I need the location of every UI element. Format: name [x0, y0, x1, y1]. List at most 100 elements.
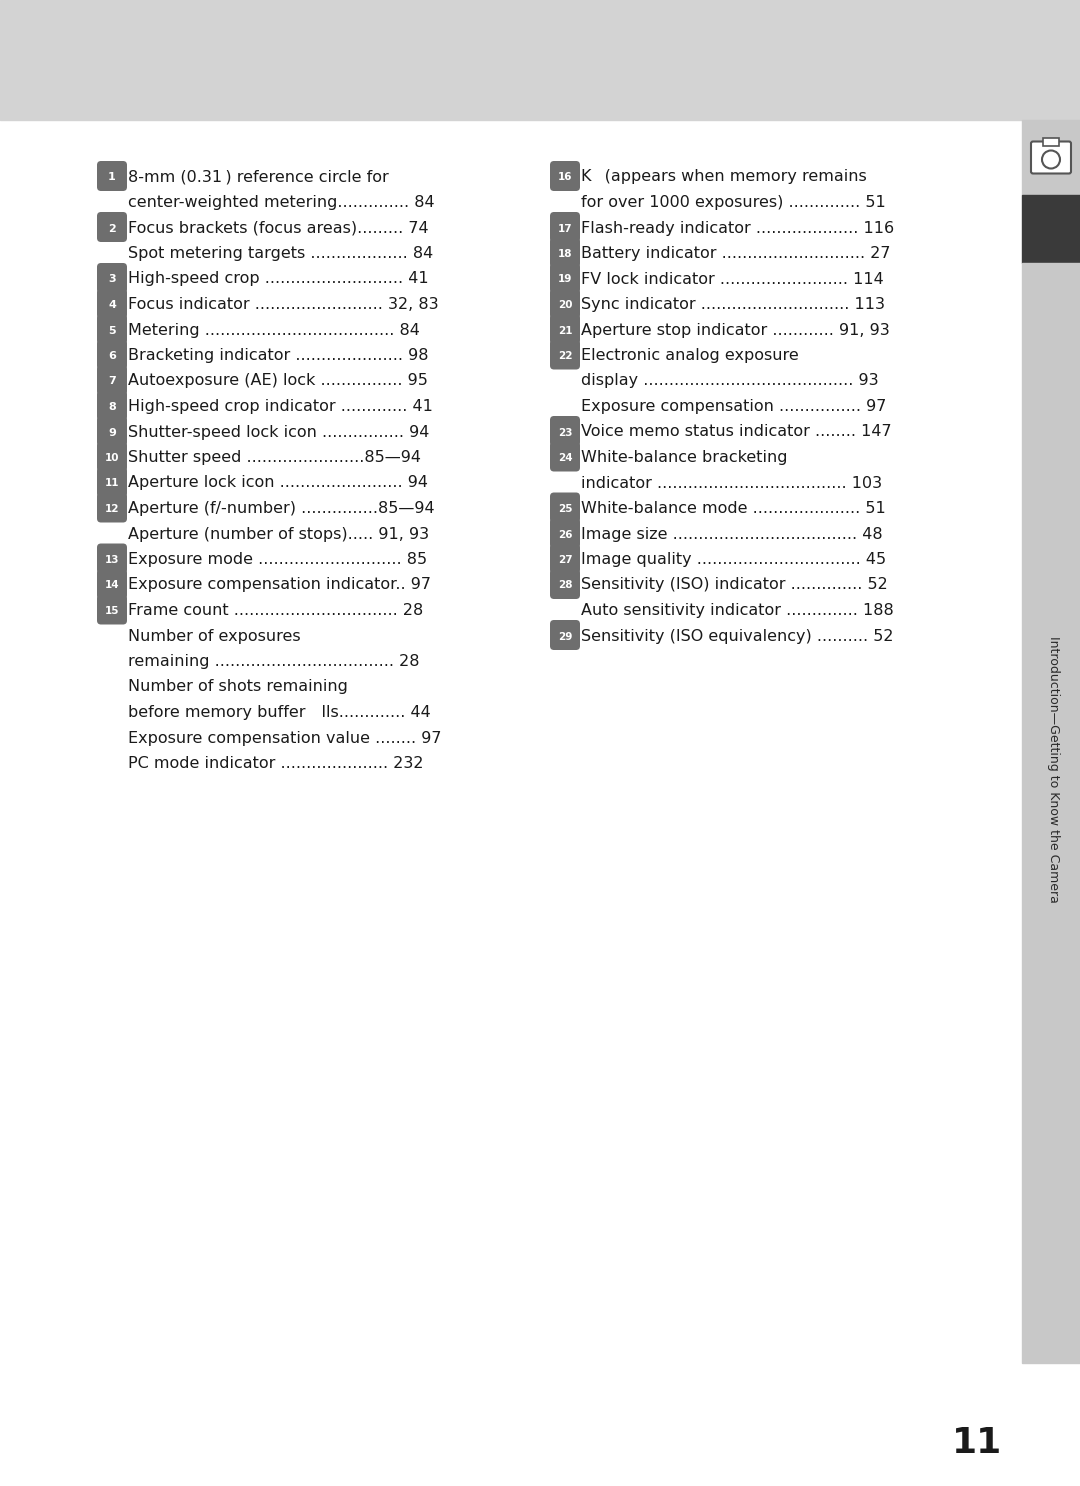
FancyBboxPatch shape — [97, 288, 127, 318]
Text: 2: 2 — [108, 223, 116, 233]
Text: FV lock indicator ......................... 114: FV lock indicator ......................… — [581, 272, 883, 287]
Text: 26: 26 — [557, 529, 572, 539]
Bar — [1043, 138, 1059, 146]
Text: Aperture stop indicator ............ 91, 93: Aperture stop indicator ............ 91,… — [581, 322, 890, 337]
Text: 3: 3 — [108, 275, 116, 284]
Text: Metering ..................................... 84: Metering ...............................… — [129, 322, 420, 337]
Text: Image size .................................... 48: Image size .............................… — [581, 526, 882, 541]
Text: Aperture lock icon ........................ 94: Aperture lock icon .....................… — [129, 476, 428, 490]
Text: Autoexposure (AE) lock ................ 95: Autoexposure (AE) lock ................ … — [129, 373, 428, 388]
FancyBboxPatch shape — [97, 391, 127, 421]
FancyBboxPatch shape — [550, 416, 580, 446]
Text: 22: 22 — [557, 351, 572, 361]
Text: 4: 4 — [108, 300, 116, 311]
Text: Sync indicator ............................. 113: Sync indicator .........................… — [581, 297, 885, 312]
Text: 1: 1 — [108, 172, 116, 183]
Text: Exposure compensation value ........ 97: Exposure compensation value ........ 97 — [129, 731, 442, 746]
Text: 11: 11 — [951, 1427, 1002, 1461]
Text: 10: 10 — [105, 453, 119, 464]
Text: 8-mm (0.31 ) reference circle for: 8-mm (0.31 ) reference circle for — [129, 169, 389, 184]
FancyBboxPatch shape — [97, 366, 127, 395]
Text: 29: 29 — [557, 632, 572, 642]
Text: 18: 18 — [557, 250, 572, 259]
Text: Aperture (f/-number) ...............85—94: Aperture (f/-number) ...............85—9… — [129, 501, 434, 516]
FancyBboxPatch shape — [97, 416, 127, 446]
Text: 25: 25 — [557, 504, 572, 514]
Text: K  (appears when memory remains: K (appears when memory remains — [581, 169, 867, 184]
Text: 17: 17 — [557, 223, 572, 233]
Text: 6: 6 — [108, 351, 116, 361]
Text: 14: 14 — [105, 581, 119, 590]
Text: 11: 11 — [105, 478, 119, 489]
Bar — [1022, 120, 1080, 195]
FancyBboxPatch shape — [97, 467, 127, 496]
Text: Exposure mode ............................ 85: Exposure mode ..........................… — [129, 551, 427, 568]
FancyBboxPatch shape — [550, 441, 580, 471]
Text: 7: 7 — [108, 376, 116, 386]
FancyBboxPatch shape — [97, 339, 127, 370]
Text: White-balance bracketing: White-balance bracketing — [581, 450, 787, 465]
Text: 12: 12 — [105, 504, 119, 514]
FancyBboxPatch shape — [97, 544, 127, 574]
Text: Bracketing indicator ..................... 98: Bracketing indicator ...................… — [129, 348, 429, 363]
FancyBboxPatch shape — [550, 519, 580, 548]
Text: 28: 28 — [557, 581, 572, 590]
FancyBboxPatch shape — [1031, 141, 1071, 174]
Text: before memory buffer lls............. 44: before memory buffer lls............. 44 — [129, 704, 431, 721]
Text: PC mode indicator ..................... 232: PC mode indicator ..................... … — [129, 756, 423, 771]
Text: 9: 9 — [108, 428, 116, 437]
FancyBboxPatch shape — [550, 263, 580, 293]
Text: Introduction—Getting to Know the Camera: Introduction—Getting to Know the Camera — [1048, 636, 1061, 902]
FancyBboxPatch shape — [550, 339, 580, 370]
Text: 13: 13 — [105, 554, 119, 565]
Text: 16: 16 — [557, 172, 572, 183]
Text: Spot metering targets ................... 84: Spot metering targets ..................… — [129, 247, 433, 262]
Text: Frame count ................................ 28: Frame count ............................… — [129, 603, 423, 618]
Text: 21: 21 — [557, 325, 572, 336]
Text: Exposure compensation ................ 97: Exposure compensation ................ 9… — [581, 400, 887, 415]
FancyBboxPatch shape — [97, 492, 127, 523]
Text: Battery indicator ............................ 27: Battery indicator ......................… — [581, 247, 891, 262]
Text: High-speed crop indicator ............. 41: High-speed crop indicator ............. … — [129, 400, 433, 415]
FancyBboxPatch shape — [550, 620, 580, 649]
FancyBboxPatch shape — [550, 544, 580, 574]
Text: White-balance mode ..................... 51: White-balance mode .....................… — [581, 501, 886, 516]
Text: 27: 27 — [557, 554, 572, 565]
Text: Focus brackets (focus areas)......... 74: Focus brackets (focus areas)......... 74 — [129, 220, 429, 235]
Text: 24: 24 — [557, 453, 572, 464]
Text: 5: 5 — [108, 325, 116, 336]
Text: 23: 23 — [557, 428, 572, 437]
Bar — [1022, 195, 1080, 263]
FancyBboxPatch shape — [97, 441, 127, 471]
Text: Image quality ................................ 45: Image quality ..........................… — [581, 551, 886, 568]
FancyBboxPatch shape — [550, 492, 580, 523]
FancyBboxPatch shape — [550, 314, 580, 343]
Text: Shutter speed .......................85—94: Shutter speed .......................85—… — [129, 450, 421, 465]
Text: Exposure compensation indicator.. 97: Exposure compensation indicator.. 97 — [129, 578, 431, 593]
Text: Voice memo status indicator ........ 147: Voice memo status indicator ........ 147 — [581, 425, 892, 440]
FancyBboxPatch shape — [550, 212, 580, 242]
FancyBboxPatch shape — [97, 569, 127, 599]
Text: Flash-ready indicator .................... 116: Flash-ready indicator ..................… — [581, 220, 894, 235]
FancyBboxPatch shape — [97, 594, 127, 624]
Text: Sensitivity (ISO equivalency) .......... 52: Sensitivity (ISO equivalency) ..........… — [581, 629, 893, 643]
Text: 19: 19 — [557, 275, 572, 284]
Bar — [1022, 263, 1080, 1363]
FancyBboxPatch shape — [550, 288, 580, 318]
Bar — [0, 0, 1080, 120]
FancyBboxPatch shape — [550, 160, 580, 192]
Text: remaining ................................... 28: remaining ..............................… — [129, 654, 419, 669]
Text: High-speed crop ........................... 41: High-speed crop ........................… — [129, 272, 429, 287]
Text: Number of exposures: Number of exposures — [129, 629, 300, 643]
Text: indicator ..................................... 103: indicator ..............................… — [581, 476, 882, 490]
Text: Focus indicator ......................... 32, 83: Focus indicator ........................… — [129, 297, 438, 312]
Text: 15: 15 — [105, 606, 119, 617]
Text: Auto sensitivity indicator .............. 188: Auto sensitivity indicator .............… — [581, 603, 894, 618]
Text: Sensitivity (ISO) indicator .............. 52: Sensitivity (ISO) indicator ............… — [581, 578, 888, 593]
FancyBboxPatch shape — [550, 238, 580, 267]
FancyBboxPatch shape — [97, 263, 127, 293]
Text: display ......................................... 93: display ................................… — [581, 373, 879, 388]
Text: center-weighted metering.............. 84: center-weighted metering.............. 8… — [129, 195, 434, 210]
FancyBboxPatch shape — [97, 212, 127, 242]
Text: Aperture (number of stops)..... 91, 93: Aperture (number of stops)..... 91, 93 — [129, 526, 429, 541]
